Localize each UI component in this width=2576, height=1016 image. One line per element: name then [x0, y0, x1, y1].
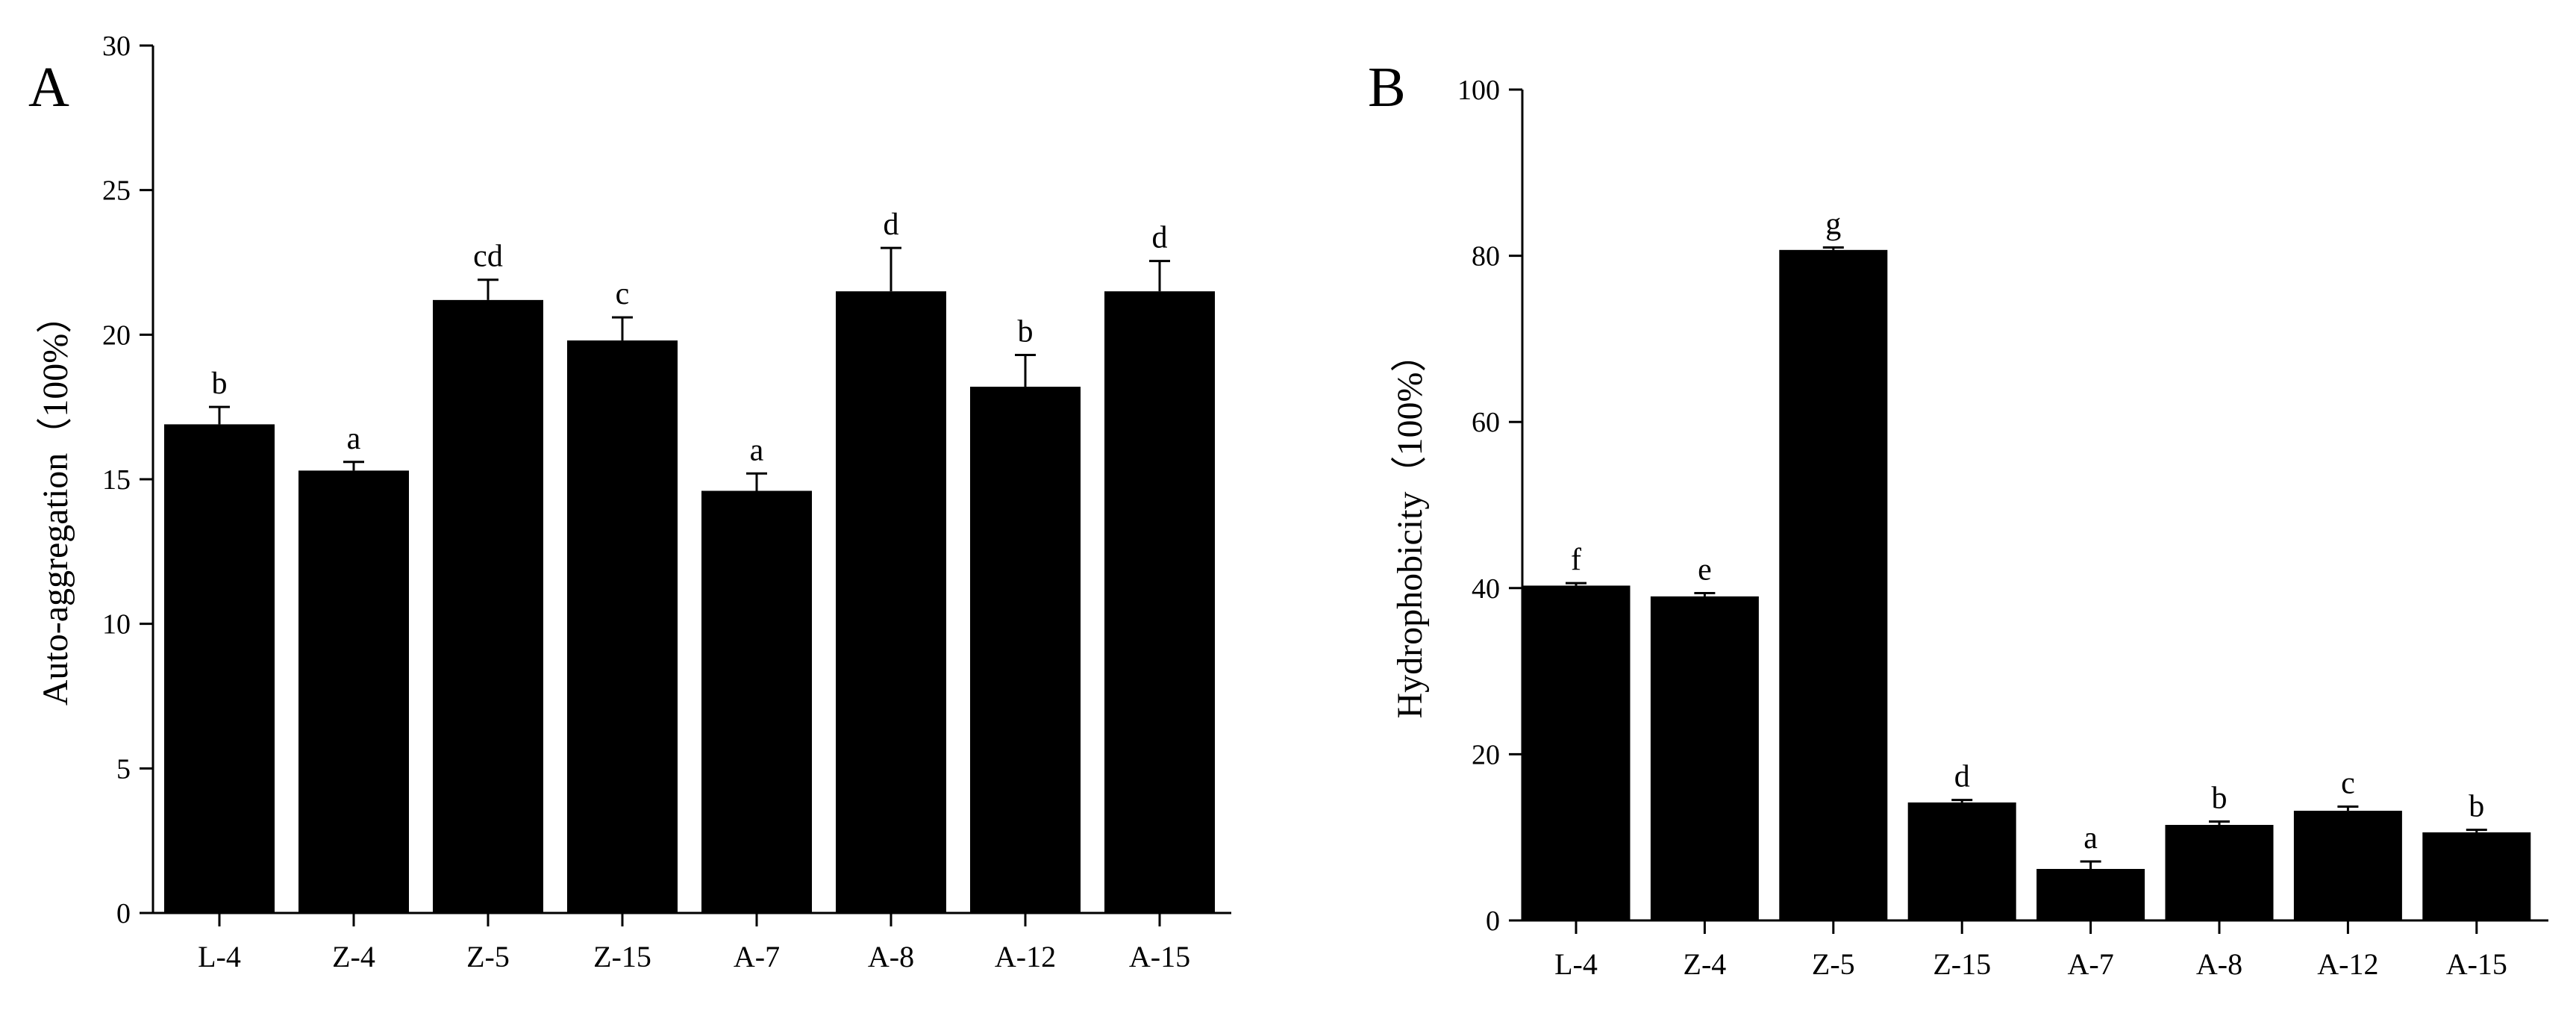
- y-tick-label: 20: [102, 320, 131, 351]
- significance-label: g: [1825, 207, 1841, 241]
- panel-label: A: [28, 56, 69, 119]
- x-tick-label: A-12: [995, 940, 1056, 973]
- y-tick-label: 10: [102, 609, 131, 641]
- y-tick-label: 60: [1472, 407, 1500, 438]
- x-tick-label: A-8: [868, 940, 914, 973]
- significance-label: b: [1018, 314, 1034, 349]
- x-tick-label: Z-5: [466, 940, 510, 973]
- significance-label: d: [1152, 221, 1168, 255]
- x-tick-label: Z-4: [332, 940, 375, 973]
- x-tick-label: L-4: [198, 940, 241, 973]
- bar: [2165, 825, 2274, 920]
- significance-label: e: [1698, 552, 1712, 587]
- bar: [433, 299, 543, 913]
- significance-label: b: [2469, 790, 2484, 824]
- x-tick-label: Z-5: [1812, 947, 1855, 981]
- y-tick-label: 0: [1486, 906, 1500, 937]
- bar: [1104, 291, 1215, 913]
- y-axis-title: Hydrophobicity（100%）: [1390, 337, 1430, 719]
- significance-label: a: [750, 433, 764, 467]
- bar: [164, 424, 275, 913]
- y-tick-label: 15: [102, 464, 131, 496]
- x-tick-label: Z-15: [593, 940, 651, 973]
- significance-label: cd: [473, 240, 503, 274]
- x-tick-label: Z-4: [1684, 947, 1727, 981]
- bar: [1907, 802, 2016, 920]
- x-tick-label: A-8: [2196, 947, 2242, 981]
- y-tick-label: 30: [102, 31, 131, 62]
- bar: [1522, 585, 1631, 920]
- significance-label: d: [884, 208, 899, 242]
- bar: [298, 470, 409, 913]
- significance-label: a: [347, 422, 361, 456]
- significance-label: c: [616, 277, 630, 311]
- bar: [836, 291, 946, 913]
- y-axis-title: Auto-aggregation（100%）: [36, 298, 75, 706]
- x-tick-label: L-4: [1554, 947, 1598, 981]
- significance-label: d: [1954, 760, 1970, 794]
- y-tick-label: 5: [116, 753, 131, 785]
- x-tick-label: A-12: [2317, 947, 2378, 981]
- significance-label: b: [2212, 782, 2228, 816]
- chart-panel-a: A 0 5 10 15 20 25 30 Auto-aggregation（100%） b L-4 a…: [28, 31, 1231, 973]
- y-tick-label: 0: [116, 898, 131, 929]
- y-tick-label: 20: [1472, 739, 1500, 770]
- bar: [2422, 832, 2531, 920]
- x-tick-label: A-15: [2446, 947, 2507, 981]
- bar: [1650, 596, 1759, 920]
- bar: [701, 490, 812, 913]
- x-tick-label: A-7: [734, 940, 780, 973]
- significance-label: a: [2083, 821, 2098, 856]
- y-tick-label: 100: [1457, 75, 1500, 106]
- bar: [970, 387, 1081, 913]
- chart-panel-b: B 0 20 40 60 80 100 Hydrophobicity（100%） f L-4 e Z-…: [1368, 56, 2548, 981]
- x-tick-label: Z-15: [1933, 947, 1991, 981]
- bar: [2293, 811, 2402, 920]
- bar: [2036, 868, 2145, 920]
- y-tick-label: 40: [1472, 573, 1500, 605]
- x-tick-label: A-7: [2067, 947, 2113, 981]
- y-tick-label: 25: [102, 175, 131, 207]
- bar: [1779, 249, 1888, 921]
- significance-label: f: [1571, 543, 1581, 577]
- bar: [567, 340, 678, 914]
- y-tick-label: 80: [1472, 241, 1500, 272]
- significance-label: b: [212, 367, 228, 401]
- x-tick-label: A-15: [1129, 940, 1190, 973]
- significance-label: c: [2341, 767, 2355, 801]
- panel-label: B: [1368, 56, 1406, 119]
